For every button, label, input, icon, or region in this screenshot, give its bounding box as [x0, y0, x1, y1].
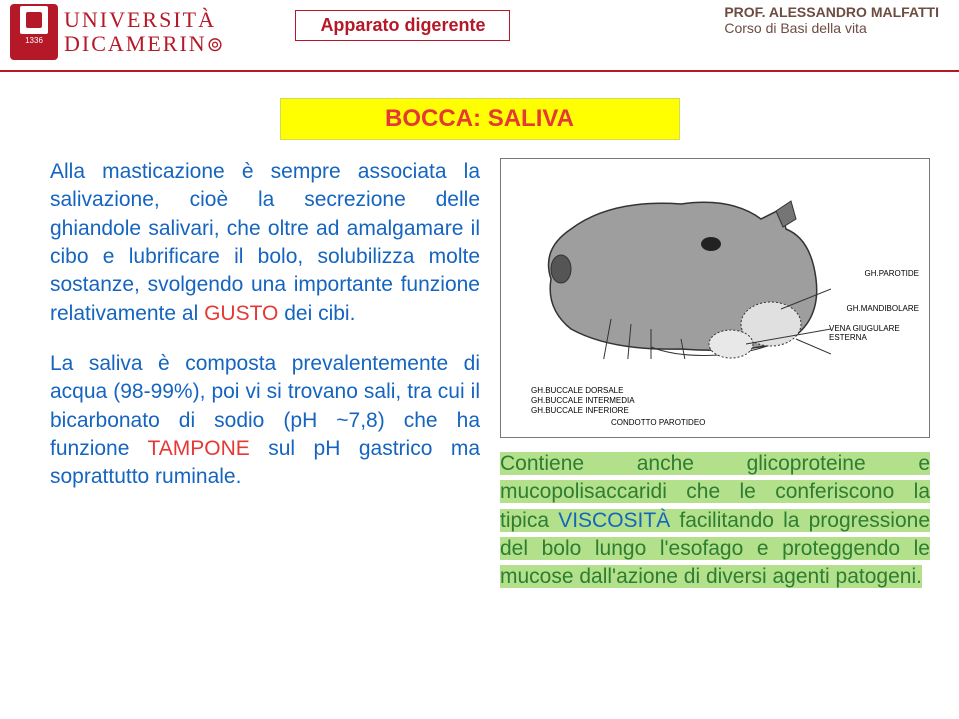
university-logo: 1336 UNIVERSITÀ DICAMERIN⊚ — [10, 4, 225, 60]
anatomy-figure: GH.BUCCALE DORSALE GH.BUCCALE INTERMEDIA… — [500, 158, 930, 438]
para-salivazione: Alla masticazione è sempre associata la … — [50, 158, 480, 328]
topic-box: Apparato digerente — [295, 10, 510, 41]
fig-label-inferiore: GH.BUCCALE INFERIORE — [531, 406, 629, 415]
badge-year: 1336 — [25, 36, 43, 45]
highlight-gusto: GUSTO — [204, 302, 278, 325]
slide-header: 1336 UNIVERSITÀ DICAMERIN⊚ Apparato dige… — [0, 0, 959, 70]
prof-info: PROF. ALESSANDRO MALFATTI Corso di Basi … — [724, 4, 939, 36]
fig-label-parotideo: CONDOTTO PAROTIDEO — [611, 418, 705, 427]
right-column: GH.BUCCALE DORSALE GH.BUCCALE INTERMEDIA… — [500, 158, 930, 592]
uni-line2: DICAMERIN⊚ — [64, 32, 225, 56]
divider-line — [0, 70, 959, 72]
left-column: Alla masticazione è sempre associata la … — [50, 158, 480, 592]
fig-label-intermedia: GH.BUCCALE INTERMEDIA — [531, 396, 635, 405]
fig-label-dorsale: GH.BUCCALE DORSALE — [531, 386, 623, 395]
head-illustration-icon — [531, 179, 831, 359]
fig-label-giugulare: VENA GIUGULARE ESTERNA — [829, 324, 919, 342]
para-composizione: La saliva è composta prevalentemente di … — [50, 350, 480, 492]
para-glicoproteine: Contiene anche glicoproteine e mucopolis… — [500, 450, 930, 592]
shield-icon — [20, 6, 48, 34]
highlight-tampone: TAMPONE — [147, 437, 249, 460]
slide-subtitle: BOCCA: SALIVA — [280, 98, 680, 140]
uni-line1: UNIVERSITÀ — [64, 8, 225, 31]
highlight-viscosita: VISCOSITÀ — [558, 509, 670, 532]
fig-label-mandibolare: GH.MANDIBOLARE — [847, 304, 919, 313]
university-name: UNIVERSITÀ DICAMERIN⊚ — [64, 8, 225, 55]
slide-content: Alla masticazione è sempre associata la … — [0, 158, 959, 592]
course-name: Corso di Basi della vita — [724, 20, 939, 36]
fig-label-parotide: GH.PAROTIDE — [864, 269, 919, 278]
uni-badge: 1336 — [10, 4, 58, 60]
prof-name: PROF. ALESSANDRO MALFATTI — [724, 4, 939, 20]
